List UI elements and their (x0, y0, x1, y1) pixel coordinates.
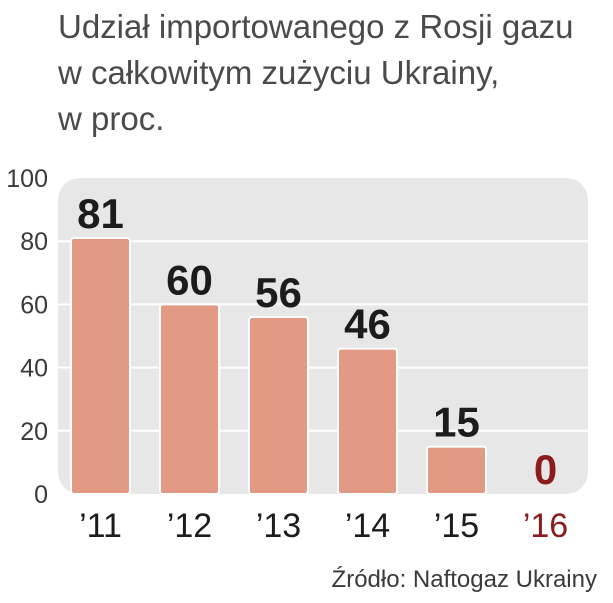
chart-title-line-3: w proc. (58, 100, 165, 137)
x-tick-label: ’13 (256, 507, 301, 545)
data-label: 81 (77, 190, 124, 237)
bar (248, 316, 309, 496)
bar (337, 347, 398, 496)
x-tick-label: ’12 (167, 507, 212, 545)
x-tick-label: ’11 (79, 507, 122, 545)
bar (426, 445, 487, 496)
chart-title: Udział importowanego z Rosji gazu w całk… (58, 4, 610, 142)
y-tick-label: 40 (20, 355, 48, 383)
x-tick-label: ’16 (523, 507, 568, 545)
data-label: 0 (534, 446, 557, 493)
data-label: 15 (433, 399, 480, 446)
y-tick-label: 80 (20, 228, 48, 256)
chart-title-line-1: Udział importowanego z Rosji gazu (58, 8, 574, 45)
bar (159, 303, 220, 495)
x-tick-label: ’15 (434, 507, 479, 545)
source-note: Źródło: Naftogaz Ukrainy (331, 566, 597, 593)
bar (70, 237, 131, 495)
plot-panel (58, 178, 588, 494)
data-label: 60 (166, 256, 213, 303)
y-tick-label: 100 (6, 165, 48, 193)
data-label: 56 (255, 269, 302, 316)
chart-title-line-2: w całkowitym zużyciu Ukrainy, (58, 54, 500, 91)
y-tick-label: 20 (20, 418, 48, 446)
x-tick-label: ’14 (345, 507, 390, 545)
y-tick-label: 60 (20, 291, 48, 319)
data-label: 46 (344, 301, 391, 348)
y-tick-label: 0 (34, 481, 48, 509)
